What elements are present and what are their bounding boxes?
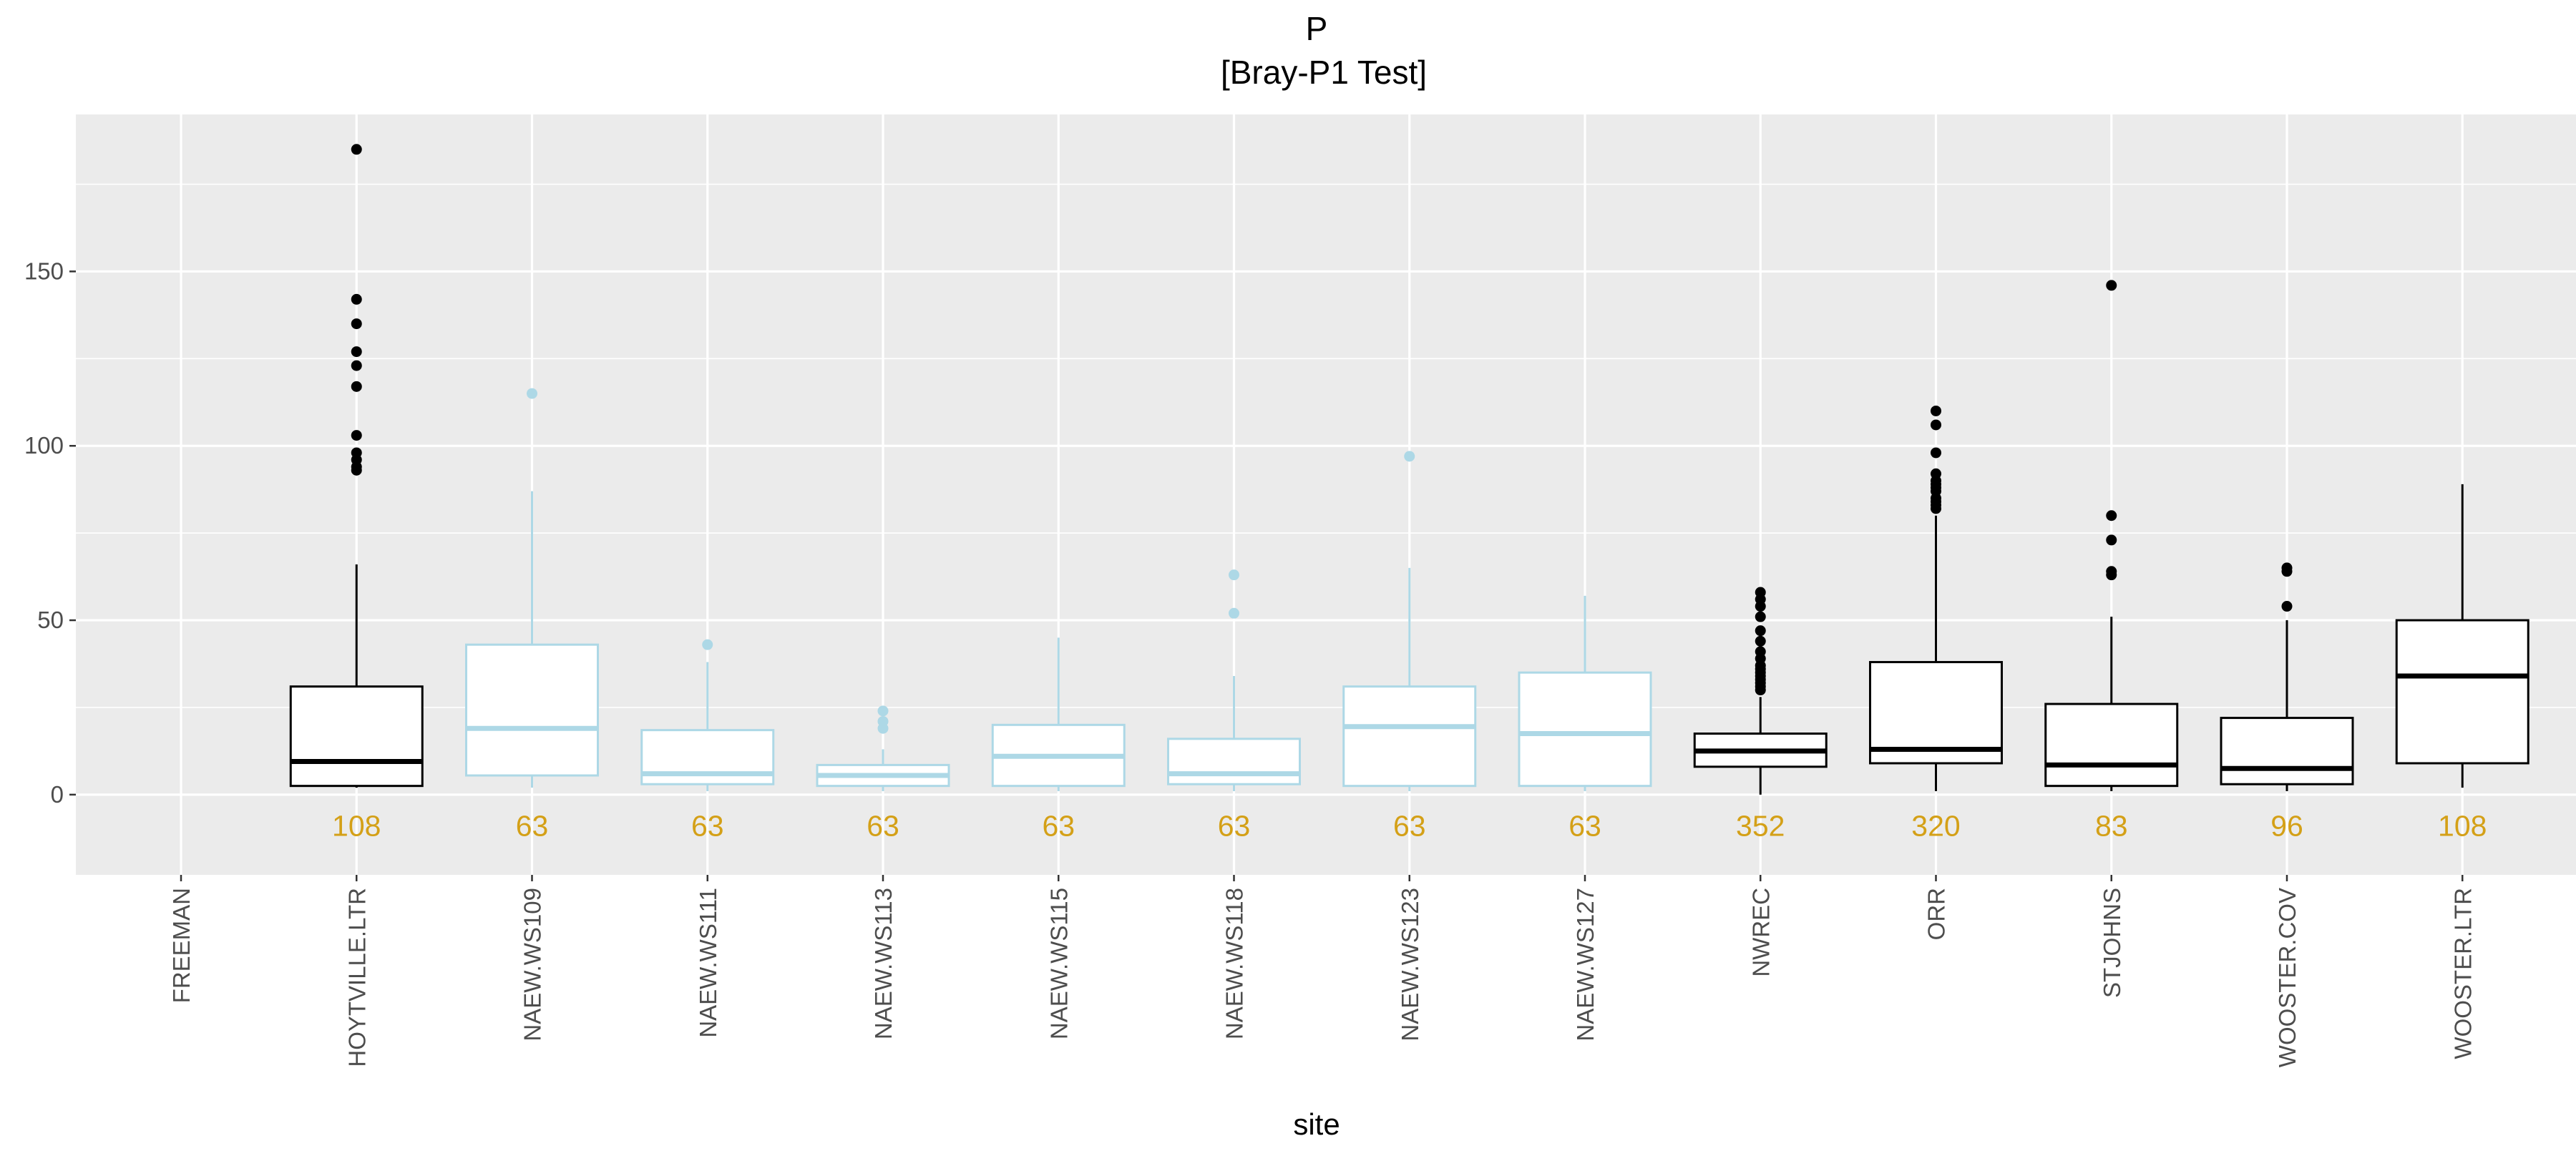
x-axis: FREEMAN HOYTVILLE.LTR NAEW.WS109 NAEW.WS111…: [168, 875, 2476, 1067]
y-tick-label: 150: [24, 258, 64, 284]
box: [2044, 702, 2179, 788]
outlier-point: [2106, 510, 2117, 521]
outlier-point: [351, 293, 362, 305]
count-label: 63: [691, 810, 724, 843]
x-tick-label: ORR: [1923, 888, 1950, 940]
outlier-point: [1755, 685, 1766, 696]
x-tick-label: NAEW.WS111: [695, 888, 721, 1038]
outlier-point: [2281, 601, 2293, 612]
outlier-point: [1931, 447, 1941, 459]
outlier-point: [1404, 451, 1415, 462]
box: [1869, 661, 2003, 765]
x-tick-label: WOOSTER.LTR: [2449, 888, 2476, 1059]
box: [1167, 738, 1301, 785]
outlier-point: [1931, 405, 1941, 416]
outlier-point: [527, 388, 537, 399]
outlier-point: [1755, 601, 1766, 612]
x-tick-label: WOOSTER.COV: [2274, 888, 2301, 1067]
count-label: 352: [1736, 810, 1785, 843]
x-tick-label: FREEMAN: [168, 888, 195, 1003]
x-tick-label: NAEW.WS118: [1221, 888, 1248, 1039]
count-label: 96: [2270, 810, 2303, 843]
count-label: 320: [1911, 810, 1960, 843]
outlier-point: [351, 381, 362, 392]
count-label: 83: [2095, 810, 2128, 843]
x-tick-label: HOYTVILLE.LTR: [343, 888, 370, 1067]
outlier-point: [1755, 611, 1766, 622]
x-tick-label: NWREC: [1747, 888, 1774, 977]
y-axis: 0 50 100 150: [24, 258, 76, 808]
box: [289, 685, 424, 788]
outlier-point: [877, 705, 889, 717]
x-tick-label: NAEW.WS113: [870, 888, 897, 1039]
box: [465, 643, 599, 777]
x-tick-label: NAEW.WS123: [1397, 888, 1423, 1042]
box: [1342, 685, 1477, 788]
count-label: 63: [1568, 810, 1601, 843]
x-tick-label: NAEW.WS115: [1045, 888, 1072, 1039]
count-labels: 108 63 63 63 63 63 63 63 352 320 83 96 108: [332, 810, 2487, 843]
box: [2395, 619, 2529, 765]
outlier-point: [351, 360, 362, 371]
outlier-point: [702, 639, 713, 650]
outlier-point: [2106, 280, 2117, 291]
x-tick-label: STJOHNS: [2099, 888, 2125, 998]
outlier-point: [1931, 419, 1941, 431]
outlier-point: [1755, 625, 1766, 637]
box: [2220, 717, 2354, 785]
count-label: 63: [1393, 810, 1426, 843]
chart-subtitle: [Bray-P1 Test]: [1221, 54, 1427, 91]
count-label: 63: [867, 810, 899, 843]
outlier-point: [351, 318, 362, 330]
count-label: 63: [1218, 810, 1251, 843]
x-axis-title: site: [1293, 1107, 1340, 1141]
outlier-point: [1931, 503, 1941, 514]
outlier-point: [2106, 569, 2117, 581]
x-tick-label: NAEW.WS127: [1572, 888, 1599, 1042]
y-tick-label: 0: [51, 781, 64, 808]
outlier-point: [351, 346, 362, 358]
outlier-point: [1229, 607, 1239, 619]
outlier-point: [2106, 534, 2117, 546]
count-label: 108: [332, 810, 381, 843]
count-label: 108: [2438, 810, 2487, 843]
outlier-point: [351, 464, 362, 476]
y-tick-label: 100: [24, 432, 64, 459]
outlier-point: [351, 144, 362, 155]
box: [1518, 671, 1652, 788]
count-label: 63: [516, 810, 549, 843]
outlier-point: [351, 430, 362, 441]
outlier-point: [877, 723, 889, 734]
outlier-point: [1755, 635, 1766, 647]
box-layer: [289, 144, 2529, 795]
y-tick-label: 50: [37, 607, 64, 633]
count-label: 63: [1042, 810, 1075, 843]
plot-panel: [76, 114, 2576, 875]
outlier-point: [2281, 566, 2293, 577]
x-tick-label: NAEW.WS109: [519, 888, 546, 1042]
chart-title: P: [1306, 10, 1328, 47]
outlier-point: [1229, 569, 1239, 581]
